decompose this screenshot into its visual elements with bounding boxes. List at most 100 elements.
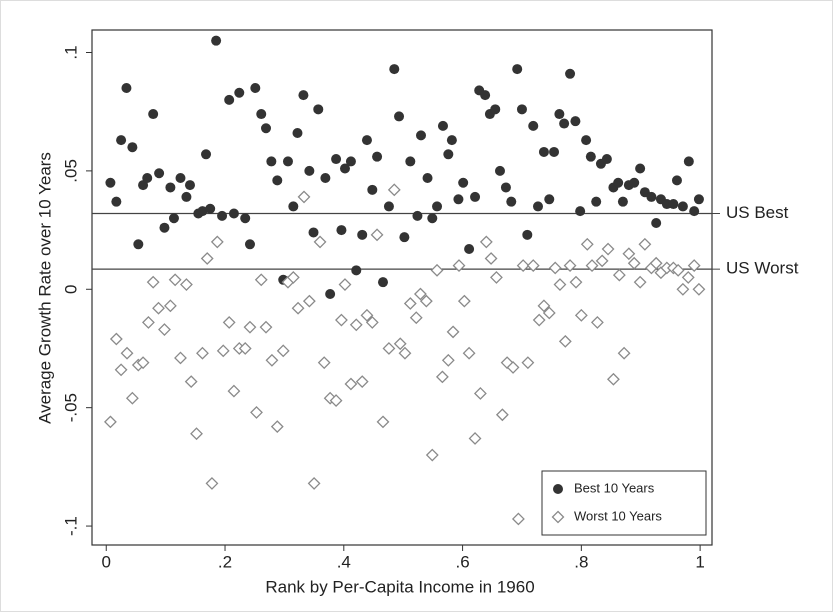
point xyxy=(537,299,551,313)
point xyxy=(668,199,679,210)
point xyxy=(272,175,283,186)
point xyxy=(591,196,602,207)
point xyxy=(635,163,646,174)
point xyxy=(480,90,491,101)
point xyxy=(329,394,343,407)
point xyxy=(361,135,372,146)
point xyxy=(261,123,272,134)
point xyxy=(142,172,153,183)
point xyxy=(345,156,356,167)
x-tick-label: 0 xyxy=(102,552,111,571)
point xyxy=(435,370,449,384)
point xyxy=(174,351,187,365)
point xyxy=(114,363,128,377)
point xyxy=(692,282,706,296)
point xyxy=(521,356,535,370)
point xyxy=(121,83,132,94)
point xyxy=(394,111,405,122)
point xyxy=(370,228,384,242)
point xyxy=(308,227,319,238)
point xyxy=(210,235,224,249)
point xyxy=(325,289,336,300)
point xyxy=(184,180,195,191)
point xyxy=(542,306,556,320)
point xyxy=(234,87,245,98)
point xyxy=(201,149,212,160)
point xyxy=(181,191,192,202)
y-tick-label: 0 xyxy=(61,285,80,294)
point xyxy=(494,165,505,176)
legend-marker xyxy=(553,484,563,494)
point xyxy=(282,156,293,167)
point xyxy=(111,196,122,207)
y-tick-label: -.05 xyxy=(61,393,80,422)
point xyxy=(367,184,378,195)
x-tick-label: .6 xyxy=(455,552,469,571)
point xyxy=(495,408,509,422)
point xyxy=(116,135,127,146)
point xyxy=(416,130,427,141)
point xyxy=(120,346,134,360)
point xyxy=(351,265,362,276)
point xyxy=(430,263,444,277)
point xyxy=(581,135,592,146)
point xyxy=(446,135,457,146)
x-tick-label: .8 xyxy=(574,552,588,571)
point xyxy=(297,190,311,204)
point xyxy=(617,346,631,360)
point xyxy=(629,177,640,188)
point xyxy=(613,177,624,188)
point xyxy=(671,263,685,277)
point xyxy=(338,278,352,291)
point xyxy=(622,247,636,261)
point xyxy=(339,163,350,174)
point xyxy=(457,294,471,308)
point xyxy=(549,146,560,157)
point xyxy=(228,208,239,219)
point xyxy=(409,311,423,325)
plot-frame xyxy=(91,29,713,546)
point xyxy=(154,168,165,179)
point xyxy=(627,256,641,270)
point xyxy=(443,149,454,160)
point xyxy=(200,252,214,265)
point xyxy=(528,120,539,131)
point xyxy=(405,156,416,167)
point xyxy=(490,271,503,284)
point xyxy=(180,278,193,291)
point xyxy=(276,344,290,358)
legend-label: Best 10 Years xyxy=(574,480,655,495)
point xyxy=(553,278,567,291)
reference-label: US Worst xyxy=(726,259,799,278)
point xyxy=(216,344,230,358)
point xyxy=(141,316,155,329)
point xyxy=(136,356,150,370)
point xyxy=(574,308,588,322)
point xyxy=(393,337,407,351)
point xyxy=(569,275,583,289)
point xyxy=(580,237,594,251)
point xyxy=(238,342,252,355)
x-tick-label: 1 xyxy=(695,552,704,571)
point xyxy=(403,297,417,310)
point xyxy=(506,196,517,207)
point xyxy=(671,175,682,186)
point xyxy=(146,275,160,289)
point xyxy=(490,104,501,115)
point xyxy=(559,118,570,129)
point xyxy=(595,254,609,268)
point xyxy=(313,235,327,249)
point xyxy=(227,384,241,398)
point xyxy=(292,128,303,138)
point xyxy=(205,203,216,214)
point xyxy=(125,391,139,405)
point xyxy=(532,201,543,212)
point xyxy=(286,271,300,284)
point xyxy=(376,415,390,429)
y-tick-label: .05 xyxy=(61,159,80,183)
point xyxy=(304,165,315,176)
point xyxy=(441,353,455,367)
point xyxy=(217,210,228,221)
point xyxy=(516,259,530,273)
point xyxy=(548,261,562,275)
